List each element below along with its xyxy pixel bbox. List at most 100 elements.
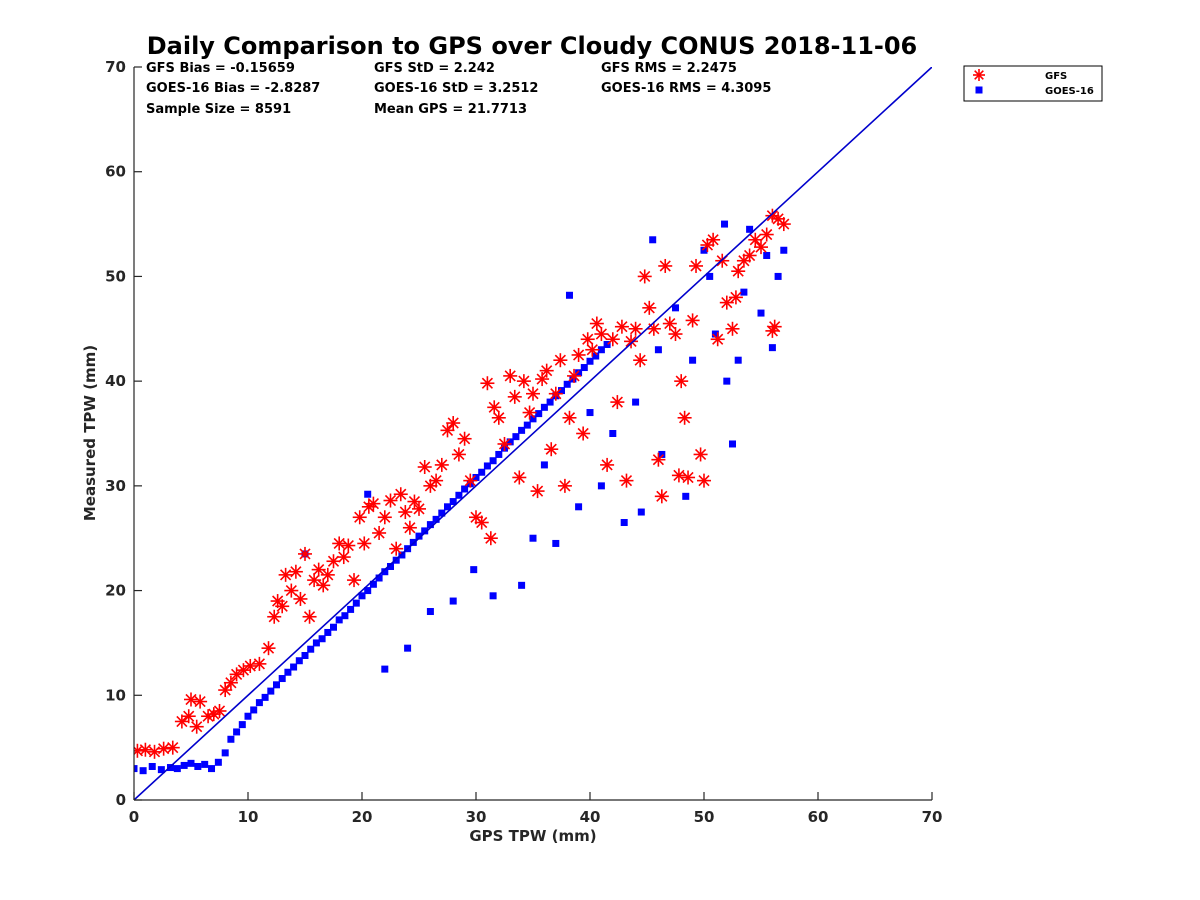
x-axis-ticks: 0 10 20 30 40 50 60 70 bbox=[129, 792, 943, 826]
legend-gfs-label: GFS bbox=[1045, 71, 1067, 82]
gfs-point bbox=[474, 515, 489, 530]
goes16-point bbox=[381, 568, 389, 576]
gfs-point bbox=[594, 327, 609, 342]
gfs-point bbox=[580, 332, 595, 347]
gfs-point bbox=[731, 264, 746, 279]
goes16-point bbox=[250, 706, 258, 714]
goes16-point bbox=[352, 599, 360, 607]
goes16-point bbox=[489, 457, 497, 465]
goes16-point bbox=[706, 272, 714, 280]
goes16-point bbox=[208, 765, 216, 773]
goes16-point bbox=[723, 377, 731, 385]
goes16-point bbox=[592, 352, 600, 360]
gfs-point bbox=[562, 410, 577, 425]
goes16-point bbox=[364, 490, 372, 498]
goes16-point bbox=[620, 519, 628, 527]
goes16-point bbox=[330, 623, 337, 631]
goes16-point bbox=[540, 461, 548, 469]
goes16-point bbox=[244, 712, 252, 720]
goes16-point bbox=[711, 330, 719, 338]
gfs-point bbox=[451, 447, 466, 462]
goes16-point bbox=[672, 304, 679, 312]
statistics-block: GFS Bias = -0.15659 GFS StD = 2.242 GFS RM… bbox=[146, 61, 771, 117]
goes16-point bbox=[221, 749, 229, 757]
goes16-point bbox=[780, 246, 788, 254]
goes16-point bbox=[721, 220, 729, 228]
gfs-point bbox=[624, 334, 639, 349]
goes16-point bbox=[763, 251, 771, 259]
legend-goes16-label: GOES-16 bbox=[1045, 86, 1094, 97]
gfs-point bbox=[293, 591, 308, 606]
y-tick-label: 60 bbox=[105, 163, 126, 181]
goes16-point bbox=[381, 665, 389, 673]
plot-area: 0 10 20 30 40 50 60 70 0 10 20 30 40 50 60 70 bbox=[105, 58, 942, 826]
x-tick-label: 70 bbox=[922, 808, 943, 826]
gfs-point bbox=[341, 538, 356, 553]
gfs-point bbox=[243, 658, 258, 673]
goes16-point bbox=[312, 639, 320, 647]
goes16-point bbox=[575, 503, 583, 511]
gfs-point bbox=[619, 473, 634, 488]
stat-label: GFS StD = 2.242 bbox=[374, 61, 495, 76]
goes16-point bbox=[603, 340, 611, 348]
y-tick-label: 30 bbox=[105, 477, 126, 495]
goes16-point bbox=[649, 236, 657, 244]
goes16-point bbox=[233, 728, 241, 736]
gfs-point bbox=[719, 295, 734, 310]
goes16-point bbox=[227, 735, 235, 743]
gfs-point bbox=[658, 258, 673, 273]
goes16-point bbox=[529, 534, 537, 542]
gfs-point bbox=[535, 372, 550, 387]
goes16-point bbox=[432, 515, 440, 523]
gfs-point bbox=[526, 386, 540, 401]
gfs-point bbox=[252, 656, 267, 671]
goes16-point bbox=[421, 527, 429, 535]
gfs-point bbox=[497, 436, 512, 451]
gfs-point bbox=[212, 703, 227, 718]
goes16-point bbox=[654, 346, 662, 354]
gfs-point bbox=[193, 694, 208, 709]
gfs-point bbox=[352, 510, 367, 525]
goes16-point bbox=[552, 539, 560, 547]
gfs-point bbox=[637, 269, 652, 284]
gfs-point bbox=[446, 416, 461, 431]
gfs-point bbox=[218, 683, 233, 698]
gfs-point bbox=[742, 248, 757, 263]
gfs-point bbox=[393, 487, 408, 502]
gfs-point bbox=[512, 470, 527, 485]
goes16-point bbox=[139, 767, 147, 775]
goes16-point bbox=[546, 398, 554, 406]
gfs-point bbox=[668, 327, 683, 342]
gfs-point bbox=[320, 567, 335, 582]
goes16-point bbox=[529, 415, 537, 423]
stat-label: Sample Size = 8591 bbox=[146, 102, 291, 117]
goes16-point bbox=[540, 403, 548, 411]
gfs-point bbox=[412, 501, 426, 516]
gfs-point bbox=[417, 460, 432, 475]
gfs-point bbox=[357, 536, 372, 551]
gfs-point bbox=[610, 395, 625, 410]
goes16-point bbox=[347, 605, 355, 613]
gfs-point bbox=[689, 258, 704, 273]
goes16-point bbox=[358, 592, 366, 600]
gfs-point bbox=[748, 232, 763, 247]
gfs-point bbox=[302, 609, 317, 624]
goes16-point bbox=[575, 369, 583, 377]
gfs-point bbox=[366, 496, 381, 511]
gfs-point bbox=[765, 323, 780, 338]
gfs-point bbox=[383, 493, 398, 508]
gfs-point bbox=[189, 719, 204, 734]
goes16-point bbox=[157, 766, 165, 774]
goes16-point bbox=[455, 491, 463, 499]
gfs-point bbox=[316, 578, 331, 593]
stat-label: GOES-16 RMS = 4.3095 bbox=[601, 81, 771, 96]
stat-label: GOES-16 StD = 3.2512 bbox=[374, 81, 538, 96]
gfs-point bbox=[530, 484, 545, 499]
x-tick-label: 50 bbox=[694, 808, 715, 826]
stat-label: GOES-16 Bias = -2.8287 bbox=[146, 81, 320, 96]
goes16-point bbox=[495, 450, 503, 458]
goes16-point bbox=[341, 612, 349, 620]
gfs-point bbox=[516, 374, 531, 389]
goes16-point bbox=[415, 532, 423, 540]
gfs-point bbox=[605, 332, 620, 347]
